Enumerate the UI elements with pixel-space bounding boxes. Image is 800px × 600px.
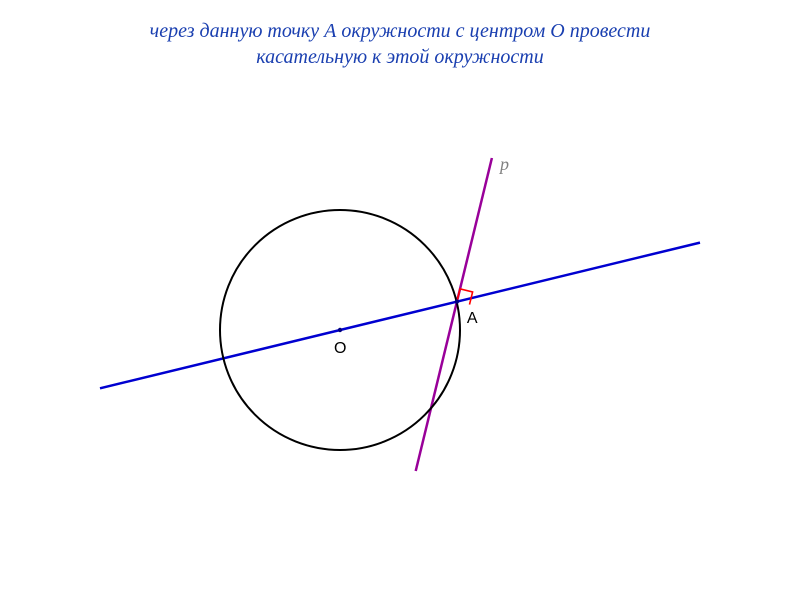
center-dot (338, 328, 342, 332)
diagram-stage: О А p (0, 70, 800, 590)
point-a-dot (455, 299, 459, 303)
tangent-label: p (500, 154, 509, 175)
problem-title: через данную точку А окружности с центро… (0, 0, 800, 70)
geometry-svg (0, 70, 800, 590)
tangent-line (416, 158, 492, 471)
title-line-1: через данную точку А окружности с центро… (150, 20, 651, 42)
center-label: О (334, 340, 346, 358)
point-a-label: А (467, 310, 478, 328)
secant-line (100, 243, 700, 389)
title-line-2: касательную к этой окружности (256, 46, 543, 68)
